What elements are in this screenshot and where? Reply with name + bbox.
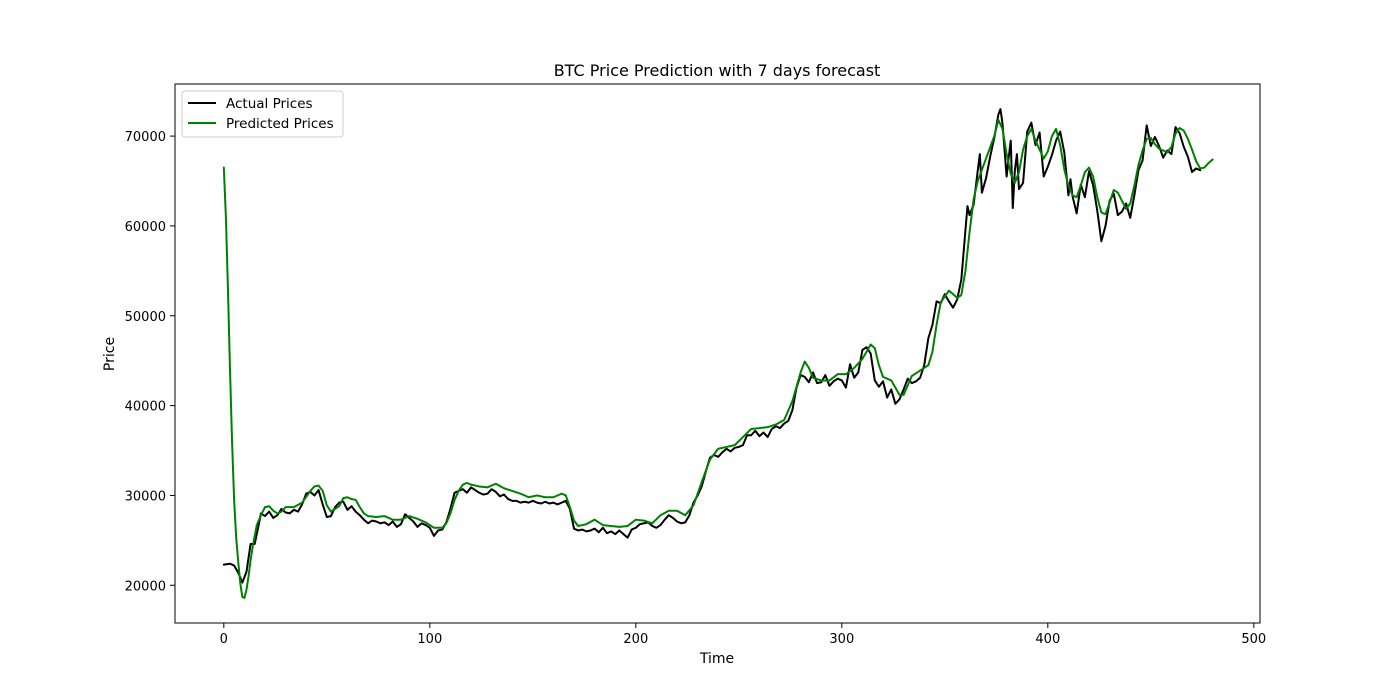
x-tick-label: 500 (1241, 632, 1266, 647)
y-tick-label: 70000 (125, 130, 166, 145)
x-tick-label: 0 (220, 632, 228, 647)
y-tick-label: 50000 (125, 310, 166, 325)
plot-area (174, 83, 1261, 624)
legend-label-predicted: Predicted Prices (226, 116, 334, 132)
x-tick-label: 400 (1035, 632, 1060, 647)
y-tick-label: 20000 (125, 579, 166, 594)
x-axis: 0 100 200 300 400 500 (220, 623, 1266, 647)
plot-frame (174, 83, 1261, 624)
x-tick-label: 300 (829, 632, 854, 647)
legend-label-actual: Actual Prices (226, 96, 313, 112)
y-tick-label: 60000 (125, 220, 166, 235)
x-tick-label: 200 (623, 632, 648, 647)
legend: Actual Prices Predicted Prices (181, 90, 344, 138)
chart-title: BTC Price Prediction with 7 days forecas… (554, 61, 881, 80)
y-axis-label: Price (102, 337, 118, 371)
x-tick-label: 100 (417, 632, 442, 647)
y-axis: 20000 30000 40000 50000 60000 70000 (125, 130, 175, 594)
actual-prices-line (222, 108, 1202, 584)
x-axis-label: Time (699, 651, 734, 667)
plot-background (175, 84, 1260, 623)
y-tick-label: 40000 (125, 400, 166, 415)
series-layer (222, 108, 1214, 599)
predicted-prices-line (222, 118, 1214, 599)
legend-box (181, 90, 344, 138)
y-tick-label: 30000 (125, 489, 166, 504)
